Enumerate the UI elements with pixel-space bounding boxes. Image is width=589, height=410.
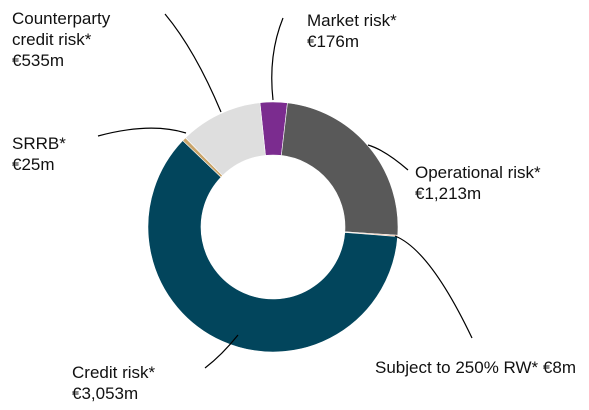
donut-segment bbox=[281, 102, 399, 236]
leader-line bbox=[204, 334, 239, 369]
leader-line bbox=[394, 235, 473, 339]
value-label: €1,213m bbox=[415, 184, 482, 203]
segment-label: Counterparty credit risk* €535m bbox=[12, 8, 132, 71]
segment-label: Credit risk* €3,053m bbox=[72, 362, 202, 404]
value-label: €535m bbox=[12, 51, 64, 70]
value-label: €176m bbox=[307, 32, 359, 51]
category-label: Counterparty credit risk* bbox=[12, 9, 111, 49]
segment-label: SRRB* €25m bbox=[12, 133, 92, 175]
category-label: Subject to 250% RW* bbox=[375, 358, 539, 377]
segment-label: Subject to 250% RW* €8m bbox=[375, 357, 589, 378]
donut-segment bbox=[185, 102, 266, 177]
leader-line bbox=[164, 13, 222, 113]
value-label: €25m bbox=[12, 155, 55, 174]
leader-line bbox=[97, 127, 187, 137]
segment-label: Market risk* €176m bbox=[307, 10, 447, 52]
donut-segment bbox=[147, 140, 398, 353]
value-label: €3,053m bbox=[72, 384, 139, 403]
leader-line bbox=[367, 144, 409, 171]
category-label: SRRB* bbox=[12, 134, 66, 153]
category-label: Operational risk* bbox=[415, 163, 541, 182]
category-label: Credit risk* bbox=[72, 363, 156, 382]
segment-label: Operational risk* €1,213m bbox=[415, 162, 555, 204]
category-label: Market risk* bbox=[307, 11, 397, 30]
value-label: €8m bbox=[542, 358, 576, 377]
leader-line bbox=[271, 17, 284, 101]
